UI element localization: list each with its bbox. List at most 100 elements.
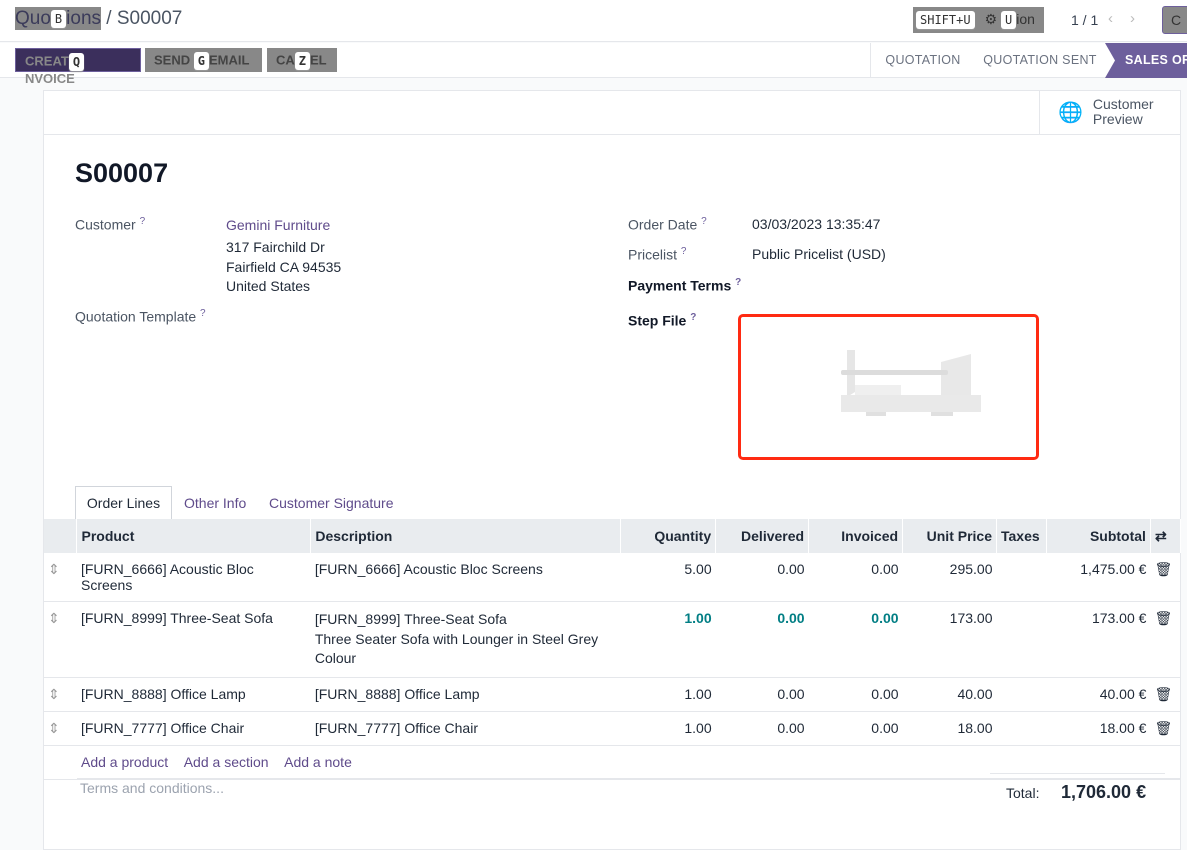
order-date-value[interactable]: 03/03/2023 13:35:47 xyxy=(752,216,881,232)
step-file-label: Step File ? xyxy=(628,312,696,329)
pager-next-icon[interactable]: › xyxy=(1130,10,1135,27)
cell-quantity[interactable]: 1.00 xyxy=(620,711,716,746)
cell-taxes[interactable] xyxy=(996,677,1047,712)
cell-quantity[interactable]: 5.00 xyxy=(620,553,716,602)
help-icon[interactable]: ? xyxy=(735,277,742,288)
help-icon[interactable]: ? xyxy=(200,308,206,319)
button-label: CA xyxy=(276,52,295,68)
breadcrumb-text: Quo xyxy=(15,8,51,29)
button-label: EMAIL xyxy=(208,52,250,68)
description-line: Colour xyxy=(314,650,357,666)
table-row[interactable]: ⇕ [FURN_8888] Office Lamp [FURN_8888] Of… xyxy=(44,677,1181,712)
page-title: S00007 xyxy=(75,158,169,188)
help-icon[interactable]: ? xyxy=(690,312,697,323)
add-product-link[interactable]: Add a product xyxy=(80,753,169,770)
cell-description[interactable]: [FURN_7777] Office Chair xyxy=(310,711,621,746)
cell-invoiced: 0.00 xyxy=(808,711,903,746)
col-taxes[interactable]: Taxes xyxy=(996,519,1047,553)
terms-input[interactable]: Terms and conditions... xyxy=(80,780,224,796)
col-description[interactable]: Description xyxy=(310,519,622,553)
cell-product[interactable]: [FURN_6666] Acoustic Bloc Screens xyxy=(76,553,311,602)
cell-taxes[interactable] xyxy=(996,601,1047,678)
status-sales-order[interactable]: SALES ORDER xyxy=(1105,43,1187,78)
add-line-row: Add a product Add a section Add a note xyxy=(44,745,1181,780)
cell-subtotal: 173.00 € xyxy=(1046,601,1151,678)
divider xyxy=(990,773,1165,774)
table-row[interactable]: ⇕ [FURN_6666] Acoustic Bloc Screens [FUR… xyxy=(44,553,1181,602)
help-icon[interactable]: ? xyxy=(701,216,707,227)
preview-label: Customer xyxy=(1092,96,1154,112)
new-button[interactable]: C xyxy=(1162,6,1187,34)
label-text: Customer xyxy=(75,216,136,233)
payment-terms-label: Payment Terms ? xyxy=(628,277,741,294)
handle-column xyxy=(44,519,78,553)
col-subtotal[interactable]: Subtotal xyxy=(1046,519,1151,553)
description-line: Three Seater Sofa with Lounger in Steel … xyxy=(314,630,599,647)
status-quotation[interactable]: QUOTATION xyxy=(870,43,975,78)
cell-unit-price[interactable]: 173.00 xyxy=(902,601,997,678)
customer-label: Customer ? xyxy=(75,216,145,233)
cell-quantity[interactable]: 1.00 xyxy=(620,677,716,712)
breadcrumb-current: S00007 xyxy=(116,8,183,29)
pricelist-value[interactable]: Public Pricelist (USD) xyxy=(752,246,886,262)
status-quotation-sent[interactable]: QUOTATION SENT xyxy=(983,53,1097,67)
customer-link[interactable]: Gemini Furniture xyxy=(226,217,331,233)
pager-prev-icon[interactable]: ‹ xyxy=(1108,10,1113,27)
trash-icon[interactable]: 🗑 xyxy=(1150,711,1181,746)
trash-icon[interactable]: 🗑 xyxy=(1150,601,1181,678)
cell-delivered: 0.00 xyxy=(715,601,809,678)
cell-unit-price[interactable]: 40.00 xyxy=(902,677,997,712)
hotkey-hint: U xyxy=(1001,11,1017,30)
col-invoiced[interactable]: Invoiced xyxy=(808,519,904,553)
cell-description[interactable]: [FURN_6666] Acoustic Bloc Screens xyxy=(310,553,621,602)
cell-product[interactable]: [FURN_8999] Three-Seat Sofa xyxy=(76,601,311,678)
add-note-link[interactable]: Add a note xyxy=(284,753,352,770)
cancel-button[interactable]: CA Z EL xyxy=(267,48,337,72)
label-text: Payment Terms xyxy=(628,277,732,294)
button-label: NVOICE xyxy=(25,71,75,86)
col-delivered[interactable]: Delivered xyxy=(715,519,810,553)
col-quantity[interactable]: Quantity xyxy=(620,519,717,553)
cell-product[interactable]: [FURN_8888] Office Lamp xyxy=(76,677,311,712)
address-line: 317 Fairchild Dr xyxy=(226,239,325,255)
trash-icon[interactable]: 🗑 xyxy=(1150,553,1181,602)
drag-handle-icon[interactable]: ⇕ xyxy=(44,711,77,746)
cell-description[interactable]: [FURN_8888] Office Lamp xyxy=(310,677,621,712)
order-date-label: Order Date ? xyxy=(628,216,707,233)
table-row[interactable]: ⇕ [FURN_7777] Office Chair [FURN_7777] O… xyxy=(44,711,1181,746)
customer-preview-button[interactable]: 🌐 Customer Preview xyxy=(1039,90,1181,134)
help-icon[interactable]: ? xyxy=(139,216,146,227)
pager-value[interactable]: 1 / 1 xyxy=(1071,12,1099,28)
add-section-link[interactable]: Add a section xyxy=(183,753,269,770)
tab-other-info[interactable]: Other Info xyxy=(184,495,247,511)
hotkey-hint: G xyxy=(193,52,209,70)
cell-quantity[interactable]: 1.00 xyxy=(620,601,716,678)
tab-customer-signature[interactable]: Customer Signature xyxy=(269,495,394,511)
globe-icon: 🌐 xyxy=(1058,101,1083,124)
cell-unit-price[interactable]: 18.00 xyxy=(902,711,997,746)
create-invoice-button[interactable]: CREAT QNVOICE xyxy=(15,48,141,86)
col-product[interactable]: Product xyxy=(76,519,312,553)
action-label: ion xyxy=(1016,10,1035,27)
cell-description[interactable]: [FURN_8999] Three-Seat Sofa Three Seater … xyxy=(310,601,621,678)
step-file-viewer[interactable] xyxy=(738,314,1039,460)
cell-taxes[interactable] xyxy=(996,553,1047,602)
drag-handle-icon[interactable]: ⇕ xyxy=(44,677,77,712)
trash-icon[interactable]: 🗑 xyxy=(1150,677,1181,712)
send-email-button[interactable]: SEND G EMAIL xyxy=(145,48,262,72)
tab-order-lines[interactable]: Order Lines xyxy=(75,486,172,520)
table-row[interactable]: ⇕ [FURN_8999] Three-Seat Sofa [FURN_8999… xyxy=(44,601,1181,678)
total-label: Total: xyxy=(1006,785,1040,801)
drag-handle-icon[interactable]: ⇕ xyxy=(44,553,77,602)
col-unit-price[interactable]: Unit Price xyxy=(902,519,997,553)
column-settings-icon[interactable]: ⇄ xyxy=(1150,519,1182,553)
customer-address: 317 Fairchild Dr Fairfield CA 94535 Unit… xyxy=(226,238,341,297)
cell-unit-price[interactable]: 295.00 xyxy=(902,553,997,602)
cell-taxes[interactable] xyxy=(996,711,1047,746)
drag-handle-icon[interactable]: ⇕ xyxy=(44,601,77,678)
cell-product[interactable]: [FURN_7777] Office Chair xyxy=(76,711,311,746)
help-icon[interactable]: ? xyxy=(680,246,687,257)
